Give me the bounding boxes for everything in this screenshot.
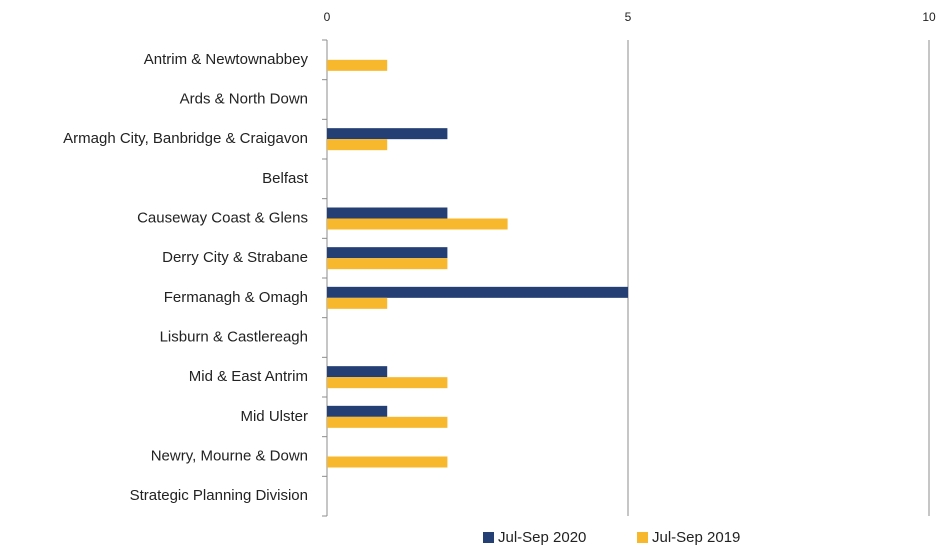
bar — [327, 297, 388, 309]
bar — [327, 416, 448, 428]
y-tick-label: Mid & East Antrim — [189, 368, 308, 385]
bar — [327, 258, 448, 270]
y-tick-label: Derry City & Strabane — [162, 249, 308, 266]
y-tick-label: Fermanagh & Omagh — [164, 289, 308, 306]
legend-label: Jul-Sep 2020 — [498, 529, 586, 546]
y-tick-label: Antrim & Newtownabbey — [144, 51, 309, 68]
bar — [327, 59, 388, 71]
y-tick-label: Armagh City, Banbridge & Craigavon — [63, 130, 308, 147]
x-tick-label: 0 — [324, 10, 331, 24]
legend-label: Jul-Sep 2019 — [652, 529, 740, 546]
legend-swatch — [483, 532, 494, 543]
y-tick-label: Mid Ulster — [240, 408, 308, 425]
y-tick-label: Belfast — [262, 170, 309, 187]
x-tick-label: 5 — [625, 10, 632, 24]
bar — [327, 218, 508, 230]
legend-swatch — [637, 532, 648, 543]
y-tick-label: Lisburn & Castlereagh — [160, 328, 308, 345]
y-tick-label: Newry, Mourne & Down — [151, 447, 308, 464]
y-tick-label: Strategic Planning Division — [130, 487, 308, 504]
bar — [327, 405, 388, 417]
bar — [327, 366, 388, 378]
bar — [327, 247, 448, 259]
bar — [327, 128, 448, 140]
y-tick-label: Ards & North Down — [180, 90, 308, 107]
bar — [327, 286, 628, 298]
bar — [327, 456, 448, 468]
y-tick-label: Causeway Coast & Glens — [137, 209, 308, 226]
bar — [327, 139, 388, 151]
x-tick-label: 10 — [922, 10, 936, 24]
bar — [327, 377, 448, 389]
bar — [327, 207, 448, 219]
